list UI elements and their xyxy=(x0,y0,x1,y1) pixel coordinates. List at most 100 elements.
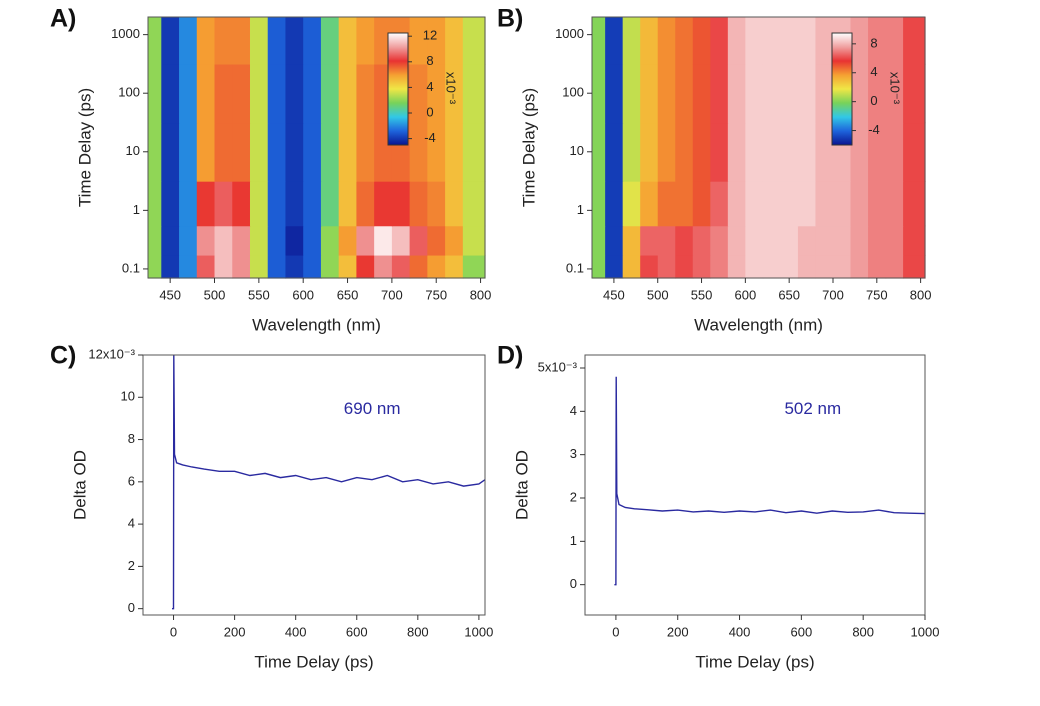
y-tick-label: 8 xyxy=(128,431,135,446)
x-tick-label: 0 xyxy=(612,624,619,639)
y-axis-label: Time Delay (ps) xyxy=(519,88,538,207)
heatmap-cell xyxy=(445,63,464,124)
heatmap-cell xyxy=(161,122,180,182)
x-tick-label: 600 xyxy=(292,287,314,302)
x-tick-label: 400 xyxy=(285,624,307,639)
data-line xyxy=(172,354,486,610)
heatmap-cell xyxy=(710,17,729,65)
y-tick-label: 1 xyxy=(133,202,140,217)
heatmap-cell xyxy=(196,181,216,227)
colorbar-tick-label: 8 xyxy=(870,35,877,50)
heatmap-cell xyxy=(850,254,869,279)
heatmap-cell xyxy=(214,17,233,65)
heatmap-cell xyxy=(622,17,641,65)
heatmap-cell xyxy=(427,63,446,124)
heatmap-cell xyxy=(592,254,606,279)
y-tick-label: 100 xyxy=(562,85,584,100)
colorbar-label: x10⁻³ xyxy=(444,72,459,105)
heatmap-cell xyxy=(374,225,393,256)
heatmap-cell xyxy=(148,63,162,124)
heatmap-cell xyxy=(710,254,729,279)
heatmap-cell xyxy=(249,225,269,256)
heatmap-cell xyxy=(161,254,180,279)
heatmap-cell xyxy=(391,181,411,227)
heatmap-cell xyxy=(868,254,887,279)
y-tick-label: 12x10⁻³ xyxy=(88,346,135,361)
heatmap-cell xyxy=(285,254,304,279)
heatmap-cell xyxy=(815,17,834,65)
heatmap-cell xyxy=(675,63,694,124)
y-tick-label: 10 xyxy=(121,389,135,404)
heatmap-cell xyxy=(445,225,464,256)
heatmap-cell xyxy=(303,225,322,256)
heatmap-cell xyxy=(338,225,358,256)
heatmap-cell xyxy=(622,181,641,227)
heatmap-cell xyxy=(903,122,926,182)
y-tick-label: 4 xyxy=(128,516,135,531)
heatmap-cell xyxy=(903,181,926,227)
y-tick-label: 3 xyxy=(570,446,577,461)
y-tick-label: 0.1 xyxy=(122,260,140,275)
heatmap-cell xyxy=(338,17,358,65)
heatmap-cell xyxy=(832,225,852,256)
heatmap-cell xyxy=(161,63,180,124)
colorbar-tick-label: 0 xyxy=(870,93,877,108)
heatmap-cell xyxy=(267,225,287,256)
heatmap-cell xyxy=(462,122,486,182)
heatmap-cell xyxy=(285,122,304,182)
heatmap-cell xyxy=(832,181,852,227)
heatmap-cell xyxy=(605,122,624,182)
y-tick-label: 0 xyxy=(128,600,135,615)
heatmap-cell xyxy=(605,254,624,279)
heatmap-cell xyxy=(745,63,764,124)
heatmap-cell xyxy=(179,225,198,256)
heatmap-cell xyxy=(885,254,904,279)
heatmap-cell xyxy=(780,225,799,256)
x-tick-label: 750 xyxy=(866,287,888,302)
colorbar xyxy=(831,32,853,146)
heatmap-cell xyxy=(640,225,659,256)
heatmap-cell xyxy=(903,63,926,124)
y-tick-label: 1000 xyxy=(111,26,140,41)
heatmap-cell xyxy=(710,225,729,256)
heatmap-cell xyxy=(232,225,251,256)
heatmap-cell xyxy=(657,254,676,279)
heatmap-cell xyxy=(797,181,817,227)
heatmap-cell xyxy=(605,181,624,227)
heatmap-cell xyxy=(727,122,746,182)
heatmap-cell xyxy=(320,63,340,124)
x-tick-label: 450 xyxy=(159,287,181,302)
heatmap-cell xyxy=(427,225,446,256)
heatmap-cell xyxy=(338,181,358,227)
heatmap-cell xyxy=(868,181,887,227)
heatmap-cell xyxy=(762,122,782,182)
heatmap-cell xyxy=(462,63,486,124)
y-tick-label: 0.1 xyxy=(566,260,584,275)
x-tick-label: 600 xyxy=(735,287,757,302)
heatmap-cell xyxy=(374,181,393,227)
heatmap-cell xyxy=(885,225,904,256)
x-tick-label: 0 xyxy=(170,624,177,639)
heatmap-cell xyxy=(249,63,269,124)
heatmap-cell xyxy=(727,181,746,227)
x-tick-label: 1000 xyxy=(911,624,940,639)
heatmap-cell xyxy=(320,225,340,256)
heatmap-cell xyxy=(267,181,287,227)
heatmap-cell xyxy=(640,63,659,124)
heatmap-cell xyxy=(214,63,233,124)
y-axis-label: Delta OD xyxy=(70,450,89,520)
heatmap-cell xyxy=(179,254,198,279)
heatmap-cell xyxy=(745,254,764,279)
heatmap-cell xyxy=(780,63,799,124)
x-tick-label: 700 xyxy=(381,287,403,302)
heatmap-cell xyxy=(338,63,358,124)
heatmap-cell xyxy=(850,181,869,227)
colorbar-label: x10⁻³ xyxy=(888,72,903,105)
heatmap-cell xyxy=(267,17,287,65)
heatmap-cell xyxy=(303,17,322,65)
heatmap-cell xyxy=(409,17,428,65)
x-tick-label: 550 xyxy=(691,287,713,302)
heatmap-cell xyxy=(797,63,817,124)
heatmap-cell xyxy=(161,181,180,227)
heatmap-cell xyxy=(885,181,904,227)
